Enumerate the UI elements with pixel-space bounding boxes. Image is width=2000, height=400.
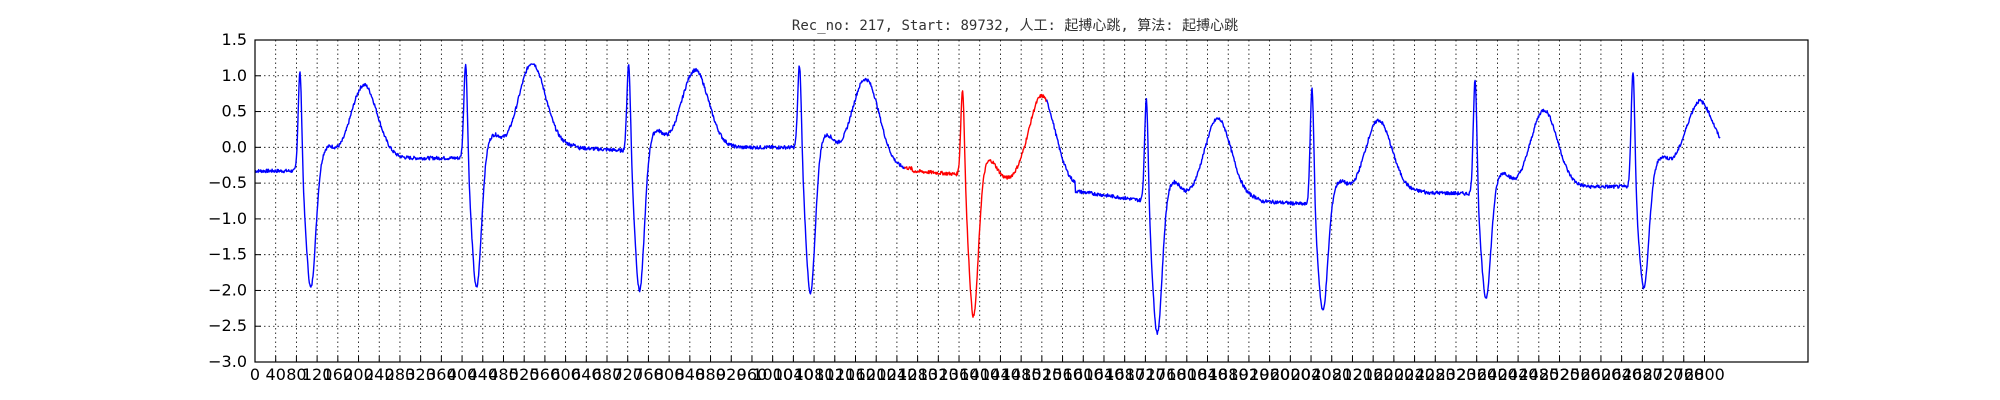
- x-tick-label: 720: [612, 365, 643, 384]
- x-tick-label: 2120: [1332, 365, 1373, 384]
- x-tick-label: 2400: [1477, 365, 1518, 384]
- x-tick-label: 2600: [1581, 365, 1622, 384]
- y-tick-label: −1.5: [208, 245, 247, 264]
- y-tick-label: 1.0: [222, 66, 247, 85]
- x-tick-label: 1240: [877, 365, 918, 384]
- x-tick-label: 120: [302, 365, 333, 384]
- x-tick-label: 1760: [1146, 365, 1187, 384]
- x-tick-label: 2200: [1374, 365, 1415, 384]
- x-tick-label: 1800: [1166, 365, 1207, 384]
- y-tick-label: −2.0: [208, 280, 247, 299]
- x-tick-label: 2000: [1270, 365, 1311, 384]
- x-tick-label: 1200: [856, 365, 897, 384]
- plot-frame: [254, 39, 1809, 363]
- x-tick-label: 2480: [1518, 365, 1559, 384]
- x-tick-label: 2280: [1415, 365, 1456, 384]
- x-tick-label: 2080: [1311, 365, 1352, 384]
- x-tick-label: 2160: [1353, 365, 1394, 384]
- x-tick-label: 480: [488, 365, 519, 384]
- x-tick-label: 0: [250, 365, 260, 384]
- y-tick-label: 0.0: [222, 137, 247, 156]
- x-tick-label: 640: [571, 365, 602, 384]
- x-tick-label: 1960: [1249, 365, 1290, 384]
- x-tick-label: 1360: [939, 365, 980, 384]
- x-tick-label: 1920: [1229, 365, 1270, 384]
- x-tick-label: 2560: [1560, 365, 1601, 384]
- x-tick-label: 600: [550, 365, 581, 384]
- x-tick-label: 1840: [1187, 365, 1228, 384]
- x-tick-label: 1080: [794, 365, 835, 384]
- x-tick-label: 1440: [980, 365, 1021, 384]
- x-tick-label: 1880: [1208, 365, 1249, 384]
- x-tick-label: 200: [343, 365, 374, 384]
- x-tick-label: 440: [467, 365, 498, 384]
- x-tick-label: 920: [716, 365, 747, 384]
- x-tick-label: 1000: [752, 365, 793, 384]
- y-tick-label: 0.5: [222, 102, 247, 121]
- x-tick-label: 1520: [1021, 365, 1062, 384]
- x-tick-label: 2520: [1539, 365, 1580, 384]
- x-tick-label: 1400: [959, 365, 1000, 384]
- x-tick-label: 400: [447, 365, 478, 384]
- x-tick-label: 360: [426, 365, 457, 384]
- x-tick-label: 760: [633, 365, 664, 384]
- x-tick-label: 2800: [1684, 365, 1725, 384]
- x-tick-label: 880: [695, 365, 726, 384]
- x-tick-label: 1120: [814, 365, 855, 384]
- x-tick-label: 840: [675, 365, 706, 384]
- x-tick-label: 80: [286, 365, 306, 384]
- x-tick-label: 560: [530, 365, 561, 384]
- x-tick-label: 320: [405, 365, 436, 384]
- x-tick-label: 1480: [1001, 365, 1042, 384]
- x-tick-label: 1040: [773, 365, 814, 384]
- x-tick-label: 1640: [1084, 365, 1125, 384]
- x-tick-label: 240: [364, 365, 395, 384]
- x-tick-label: 1680: [1104, 365, 1145, 384]
- x-tick-label: 40: [266, 365, 286, 384]
- y-tick-label: −0.5: [208, 173, 247, 192]
- grid-lines: [254, 39, 1808, 363]
- x-tick-label: 2720: [1643, 365, 1684, 384]
- x-tick-label: 1280: [897, 365, 938, 384]
- x-tick-label: 1560: [1042, 365, 1083, 384]
- ecg-trace-segment: [1045, 72, 1721, 335]
- x-tick-label: 2640: [1601, 365, 1642, 384]
- chart-title: Rec_no: 217, Start: 89732, 人工: 起搏心跳, 算法:…: [792, 17, 1238, 34]
- y-tick-label: 1.5: [222, 30, 247, 49]
- x-tick-label: 1320: [918, 365, 959, 384]
- x-tick-label: 2440: [1498, 365, 1539, 384]
- x-tick-label: 160: [323, 365, 354, 384]
- y-tick-label: −2.5: [208, 316, 247, 335]
- x-tick-label: 2680: [1622, 365, 1663, 384]
- y-axis: 1.5 1.0 0.5 0.0 −0.5 −1.0 −1.5 −2.0 −2.5 −3.0: [208, 30, 261, 371]
- x-tick-label: 680: [592, 365, 623, 384]
- x-tick-label: 1720: [1125, 365, 1166, 384]
- x-axis: 0 40 8012016020024028032036040044048052056…: [250, 356, 1725, 384]
- y-tick-label: −1.0: [208, 209, 247, 228]
- x-tick-label: 520: [509, 365, 540, 384]
- x-tick-label: 960: [737, 365, 768, 384]
- x-tick-label: 2320: [1436, 365, 1477, 384]
- x-tick-label: 280: [385, 365, 416, 384]
- x-tick-label: 2240: [1394, 365, 1435, 384]
- x-tick-label: 800: [654, 365, 685, 384]
- x-tick-label: 2040: [1291, 365, 1332, 384]
- ecg-trace: [254, 63, 1721, 335]
- highlighted-beat-trace: [904, 90, 1048, 318]
- x-tick-label: 2760: [1663, 365, 1704, 384]
- ecg-trace-segment: [254, 63, 906, 295]
- x-tick-label: 1600: [1063, 365, 1104, 384]
- x-tick-label: 1160: [835, 365, 876, 384]
- x-tick-label: 2360: [1456, 365, 1497, 384]
- y-tick-label: −3.0: [208, 352, 247, 371]
